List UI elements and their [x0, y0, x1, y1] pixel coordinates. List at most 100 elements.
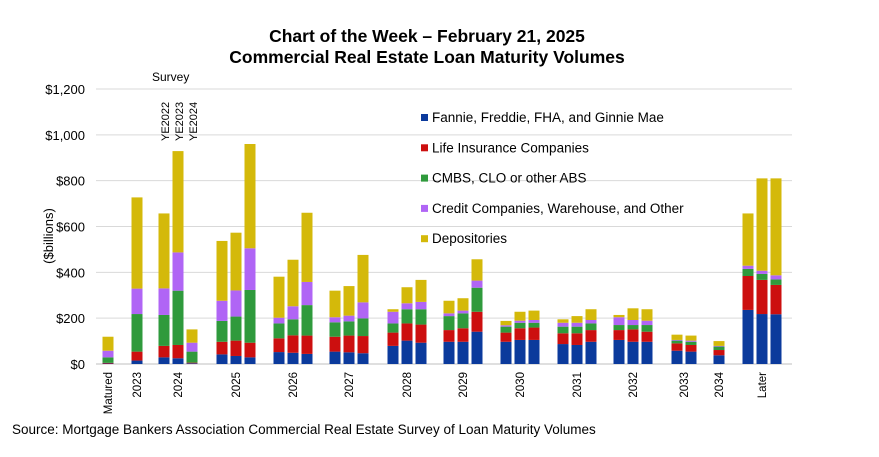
bar-segment-2026-ye2022-s0: [274, 352, 285, 364]
bar-segment-2027-ye2024-s2: [358, 318, 369, 336]
bar-segment-2024-ye2023-s0: [173, 358, 184, 364]
bar-segment-2024-ye2024-s3: [187, 343, 198, 352]
bar-segment-later-ye2023-s1: [757, 280, 768, 314]
legend-label: Life Insurance Companies: [432, 140, 589, 155]
bar-segment-2031-ye2022-s2: [558, 327, 569, 334]
bar-segment-2033-ye2024-s4: [686, 336, 697, 341]
x-tick-label: 2033: [679, 372, 691, 398]
bar-segment-2032-ye2022-s2: [614, 325, 625, 330]
bar-segment-2026-ye2024-s0: [302, 354, 313, 364]
bar-segment-2024-ye2023-s3: [173, 252, 184, 290]
bar-segment-2023-ye2022-s0: [132, 361, 143, 364]
bar-segment-2025-ye2023-s0: [231, 356, 242, 364]
bar-segment-later-ye2022-s2: [743, 269, 754, 276]
bar-segment-2027-ye2023-s0: [344, 352, 355, 364]
bar-segment-2024-ye2023-s2: [173, 291, 184, 345]
bar-segment-2033-ye2024-s3: [686, 341, 697, 342]
bar-segment-later-ye2023-s0: [757, 314, 768, 364]
bar-segment-later-ye2022-s1: [743, 276, 754, 310]
bar-segment-2033-ye2024-s1: [686, 345, 697, 352]
bar-segment-2033-ye2024-s0: [686, 352, 697, 364]
bar-segment-2032-ye2022-s4: [614, 315, 625, 317]
bar-segment-2025-ye2022-s4: [217, 241, 228, 301]
bar-segment-2031-ye2022-s0: [558, 344, 569, 364]
bar-segment-2032-ye2022-s0: [614, 340, 625, 364]
bar-segment-2032-ye2023-s3: [628, 320, 639, 325]
bar-segment-2027-ye2024-s3: [358, 302, 369, 318]
bar-segment-2030-ye2023-s1: [515, 328, 526, 340]
bar-segment-2031-ye2023-s2: [572, 327, 583, 334]
x-tick-label: 2030: [515, 372, 527, 398]
bar-segment-2030-ye2023-s3: [515, 321, 526, 323]
bar-segment-2030-ye2024-s2: [529, 323, 540, 328]
bar-segment-2031-ye2024-s3: [586, 320, 597, 323]
bar-segment-2034-ye2024-s4: [714, 341, 725, 346]
bar-segment-2029-ye2023-s3: [458, 311, 469, 314]
legend-swatch: [421, 175, 428, 182]
bar-segment-2032-ye2023-s0: [628, 342, 639, 364]
bar-segment-2029-ye2023-s4: [458, 298, 469, 310]
bar-segment-2029-ye2023-s1: [458, 328, 469, 342]
bar-segment-2032-ye2024-s1: [642, 332, 653, 342]
bar-segment-2026-ye2022-s4: [274, 277, 285, 318]
bar-segment-2026-ye2023-s2: [288, 319, 299, 335]
bar-segment-2030-ye2022-s1: [501, 333, 512, 342]
bar-segment-2027-ye2023-s1: [344, 336, 355, 353]
bar-segment-later-ye2023-s3: [757, 271, 768, 274]
bar-segment-2033-ye2023-s3: [672, 340, 683, 341]
bar-segment-2030-ye2023-s4: [515, 312, 526, 321]
bar-segment-later-ye2022-s4: [743, 213, 754, 265]
bar-segment-2027-ye2022-s2: [330, 322, 341, 336]
bar-segment-2023-ye2022-s4: [132, 197, 143, 288]
x-tick-label: Later: [757, 372, 769, 398]
bar-segment-2026-ye2023-s1: [288, 335, 299, 352]
bar-segment-2026-ye2022-s2: [274, 323, 285, 338]
bar-segment-2029-ye2022-s2: [444, 316, 455, 330]
bar-segment-2027-ye2023-s2: [344, 321, 355, 335]
survey-label: YE2024: [188, 102, 200, 141]
bar-segment-2033-ye2023-s2: [672, 341, 683, 344]
x-tick-label: 2024: [173, 371, 185, 397]
bar-segment-2032-ye2024-s4: [642, 309, 653, 320]
bar-segment-2028-ye2023-s4: [402, 287, 413, 303]
bar-segment-2032-ye2023-s2: [628, 325, 639, 329]
y-tick-label: $1,000: [45, 128, 85, 143]
bar-segment-2028-ye2023-s0: [402, 341, 413, 364]
bar-segment-later-ye2024-s1: [771, 285, 782, 314]
legend-swatch: [421, 114, 428, 121]
x-tick-label: 2034: [714, 371, 726, 397]
bar-segment-matured-ye2024-s1: [103, 363, 114, 364]
bar-segment-2028-ye2023-s2: [402, 309, 413, 323]
y-tick-label: $0: [71, 357, 85, 372]
source-note: Source: Mortgage Bankers Association Com…: [12, 422, 596, 437]
bar-segment-2025-ye2023-s1: [231, 341, 242, 356]
bar-segment-2028-ye2023-s1: [402, 323, 413, 340]
bar-segment-later-ye2024-s2: [771, 279, 782, 285]
bar-segment-2034-ye2024-s3: [714, 346, 725, 347]
chart-title: Chart of the Week – February 21, 2025: [269, 26, 585, 46]
bar-segment-2024-ye2024-s1: [187, 363, 198, 364]
bar-segment-2026-ye2024-s4: [302, 213, 313, 282]
bar-segment-2025-ye2024-s4: [245, 144, 256, 248]
bar-segment-2034-ye2024-s1: [714, 350, 725, 355]
bar-segment-2028-ye2022-s3: [388, 312, 399, 324]
bar-segment-2024-ye2023-s4: [173, 151, 184, 252]
bar-segment-later-ye2022-s3: [743, 266, 754, 269]
x-tick-label: Matured: [103, 372, 115, 414]
bar-segment-2027-ye2023-s4: [344, 286, 355, 316]
bar-segment-2032-ye2022-s3: [614, 317, 625, 325]
bar-segment-2029-ye2023-s0: [458, 342, 469, 364]
bar-segment-2027-ye2023-s3: [344, 316, 355, 322]
x-tick-label: 2026: [288, 372, 300, 398]
bar-segment-2032-ye2022-s1: [614, 330, 625, 340]
bar-segment-later-ye2024-s4: [771, 178, 782, 275]
bar-segment-2031-ye2022-s4: [558, 319, 569, 322]
bar-segment-2026-ye2024-s2: [302, 305, 313, 335]
bar-segment-later-ye2022-s0: [743, 310, 754, 364]
legend-swatch: [421, 144, 428, 151]
bar-segment-2029-ye2024-s4: [472, 259, 483, 280]
bar-segment-2026-ye2022-s1: [274, 338, 285, 352]
bar-segment-2034-ye2024-s2: [714, 347, 725, 350]
bar-segment-2031-ye2024-s2: [586, 323, 597, 330]
bar-segment-later-ye2024-s3: [771, 275, 782, 279]
